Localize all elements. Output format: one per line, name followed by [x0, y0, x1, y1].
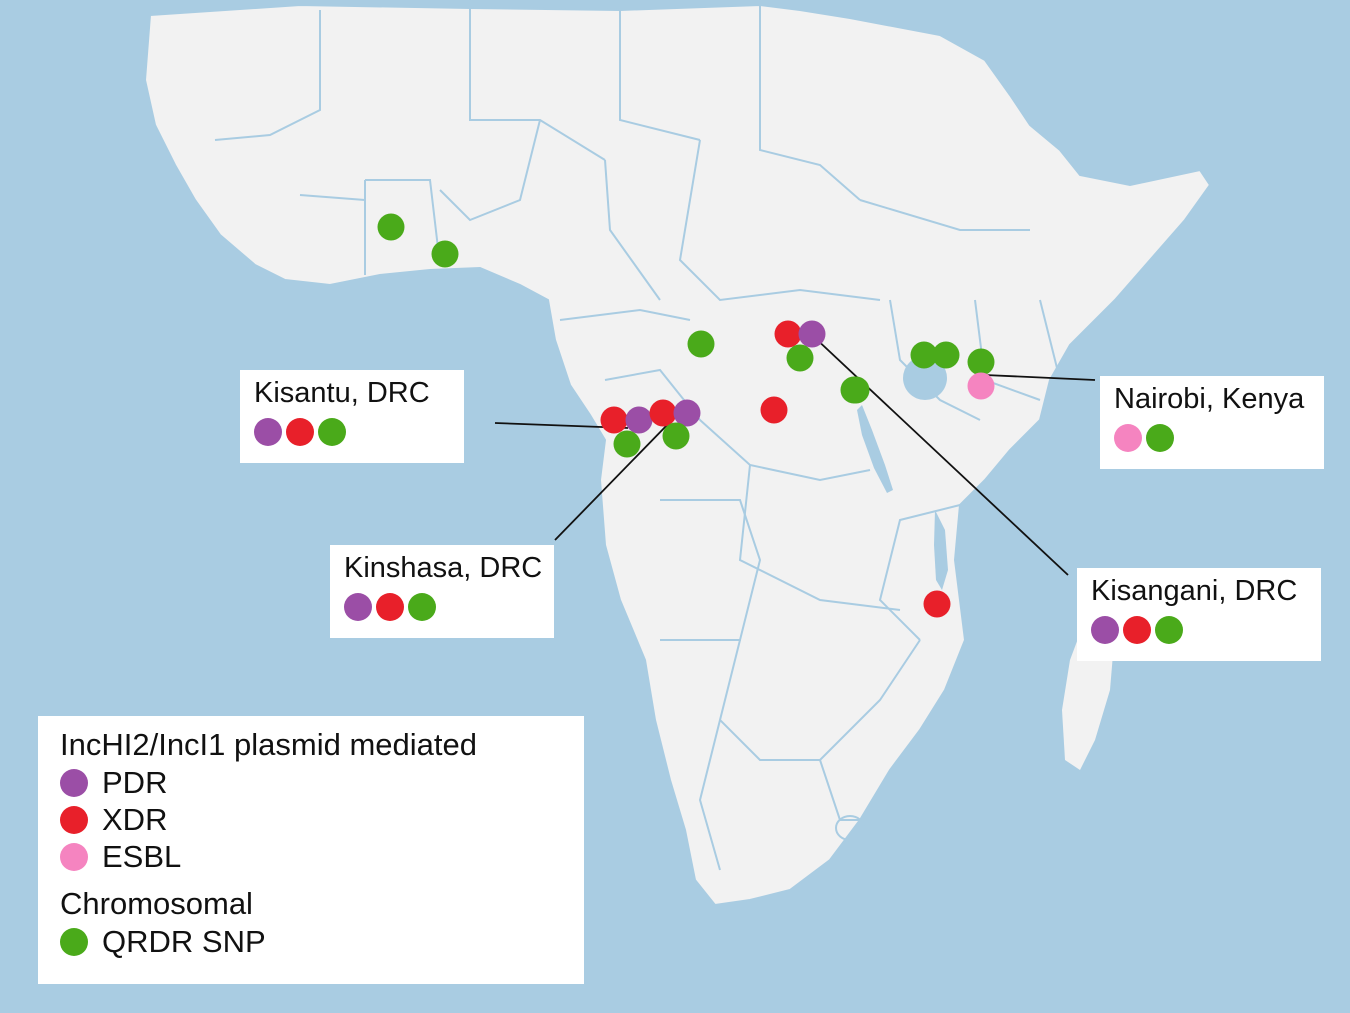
marker-qrdr-snp [613, 430, 641, 458]
kinshasa-callout: Kinshasa, DRC [330, 545, 554, 638]
marker-xdr [923, 590, 951, 618]
kisantu-label: Kisantu, DRC [254, 377, 430, 409]
legend-chromosomal-heading: Chromosomal [60, 886, 253, 921]
kisantu-xdr-dot [286, 418, 314, 446]
marker-qrdr-snp [967, 348, 995, 376]
lake-tanganyika [857, 405, 893, 493]
legend-pdr-label: PDR [102, 764, 168, 800]
nairobi-leader-line [984, 374, 1096, 381]
legend-esbl-dot [60, 842, 88, 871]
site-markers [377, 213, 995, 618]
kisangani-xdr-dot [1123, 616, 1151, 644]
legend-item-xdr: XDR [60, 801, 562, 838]
kinshasa-xdr-dot [376, 593, 404, 621]
marker-xdr [774, 320, 802, 348]
legend-xdr-dot [60, 805, 88, 834]
nairobi-esbl-dot [1114, 424, 1142, 452]
kisangani-qrdr-dot [1155, 616, 1183, 644]
kinshasa-leader-line [554, 421, 671, 541]
kinshasa-dot-row [344, 593, 540, 621]
kisangani-callout: Kisangani, DRC [1077, 568, 1321, 661]
kisangani-dot-row [1091, 616, 1307, 644]
legend: IncHI2/IncI1 plasmid mediated PDR XDR ES… [38, 716, 584, 984]
legend-plasmid-heading: IncHI2/IncI1 plasmid mediated [60, 727, 477, 762]
kisantu-callout: Kisantu, DRC [240, 370, 464, 463]
legend-xdr-label: XDR [102, 801, 168, 837]
legend-item-esbl: ESBL [60, 838, 562, 875]
marker-qrdr-snp [840, 376, 868, 404]
kinshasa-label: Kinshasa, DRC [344, 552, 543, 584]
marker-xdr [649, 399, 677, 427]
kisantu-dot-row [254, 418, 450, 446]
lake-victoria [903, 356, 947, 400]
marker-xdr [600, 406, 628, 434]
marker-esbl [967, 372, 995, 400]
legend-pdr-dot [60, 768, 88, 797]
country-borders [214, 5, 1061, 871]
kisantu-pdr-dot [254, 418, 282, 446]
marker-qrdr-snp [662, 422, 690, 450]
marker-qrdr-snp [687, 330, 715, 358]
legend-qrdr-dot [60, 927, 88, 956]
nairobi-qrdr-dot [1146, 424, 1174, 452]
marker-xdr [760, 396, 788, 424]
legend-item-qrdr: QRDR SNP [60, 923, 562, 960]
nairobi-callout: Nairobi, Kenya [1100, 376, 1324, 469]
marker-pdr [673, 399, 701, 427]
marker-pdr [798, 320, 826, 348]
marker-qrdr-snp [431, 240, 459, 268]
kisangani-leader-line [811, 334, 1069, 576]
marker-qrdr-snp [932, 341, 960, 369]
marker-pdr [625, 406, 653, 434]
kisangani-pdr-dot [1091, 616, 1119, 644]
kinshasa-pdr-dot [344, 593, 372, 621]
marker-qrdr-snp [786, 344, 814, 372]
legend-item-pdr: PDR [60, 764, 562, 801]
africa-landmass [143, 3, 1212, 907]
marker-qrdr-snp [377, 213, 405, 241]
lake-malawi [934, 510, 948, 590]
leader-lines [494, 334, 1096, 576]
kisantu-qrdr-dot [318, 418, 346, 446]
nairobi-label: Nairobi, Kenya [1114, 383, 1305, 415]
marker-qrdr-snp [910, 341, 938, 369]
legend-esbl-label: ESBL [102, 838, 182, 874]
kisangani-label: Kisangani, DRC [1091, 575, 1298, 607]
nairobi-dot-row [1114, 424, 1310, 452]
kinshasa-qrdr-dot [408, 593, 436, 621]
legend-qrdr-label: QRDR SNP [102, 923, 266, 959]
